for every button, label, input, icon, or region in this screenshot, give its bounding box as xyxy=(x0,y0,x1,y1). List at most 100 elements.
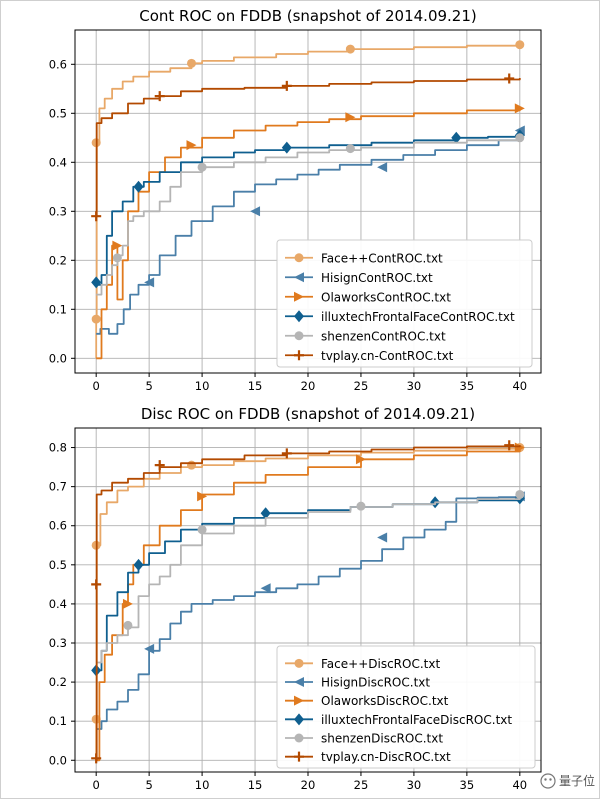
chart-2: Disc ROC on FDDB (snapshot of 2014.09.21… xyxy=(49,405,542,792)
data-point xyxy=(377,162,388,173)
legend-entry: Face++ContROC.txt xyxy=(285,251,443,265)
series-line xyxy=(96,130,521,335)
legend-entry: Face++DiscROC.txt xyxy=(285,657,440,671)
watermark: 量子位 xyxy=(540,773,595,789)
data-point xyxy=(91,314,101,324)
legend-entry: illuxtechFrontalFaceDiscROC.txt xyxy=(285,713,512,727)
legend-entry: HisignDiscROC.txt xyxy=(285,676,430,690)
legend-label: illuxtechFrontalFaceDiscROC.txt xyxy=(321,713,512,727)
data-point xyxy=(144,277,155,288)
data-point xyxy=(133,558,144,571)
data-point xyxy=(154,460,165,471)
chart-2-title: Disc ROC on FDDB (snapshot of 2014.09.21… xyxy=(141,405,475,423)
y-tick-label: 0.5 xyxy=(49,558,67,572)
x-tick-label: 20 xyxy=(301,778,316,792)
x-tick-label: 15 xyxy=(248,778,263,792)
legend-swatch-marker xyxy=(294,751,304,762)
data-point xyxy=(133,180,144,193)
y-tick-label: 0.0 xyxy=(49,753,67,767)
legend-entry: shenzenContROC.txt xyxy=(285,329,446,343)
chart-1: Cont ROC on FDDB (snapshot of 2014.09.21… xyxy=(49,7,542,393)
data-point xyxy=(356,501,366,511)
legend-swatch-marker xyxy=(294,695,304,706)
legend-label: HisignDiscROC.txt xyxy=(321,676,430,690)
legend-label: shenzenDiscROC.txt xyxy=(321,732,443,746)
x-tick-label: 0 xyxy=(93,379,100,393)
data-point xyxy=(123,620,133,630)
legend-box xyxy=(276,239,533,368)
data-point xyxy=(260,583,271,594)
data-point xyxy=(345,144,355,154)
series-OlaworksDiscROC.txt xyxy=(96,442,525,762)
watermark-text: 量子位 xyxy=(559,773,595,788)
data-point xyxy=(345,112,356,123)
data-point xyxy=(355,454,366,465)
y-tick-label: 0.1 xyxy=(49,302,67,316)
legend-swatch-marker xyxy=(294,733,304,743)
x-tick-label: 35 xyxy=(460,379,475,393)
data-point xyxy=(451,131,462,144)
data-point xyxy=(122,598,133,609)
legend-swatch-marker xyxy=(294,272,304,283)
x-tick-label: 15 xyxy=(248,379,263,393)
watermark-logo-eye-icon xyxy=(544,778,547,781)
series-line xyxy=(96,496,521,730)
y-tick-label: 0.6 xyxy=(49,57,67,71)
y-tick-label: 0.6 xyxy=(49,519,67,533)
legend-entry: tvplay.cn-DiscROC.txt xyxy=(285,750,451,764)
data-point xyxy=(281,448,292,459)
watermark-logo-eye-icon xyxy=(549,778,552,781)
legend-entry: illuxtechFrontalFaceContROC.txt xyxy=(285,310,515,324)
data-point xyxy=(504,73,515,84)
legend-label: OlaworksContROC.txt xyxy=(321,290,451,304)
chart-1-plot-area xyxy=(91,40,525,360)
x-tick-label: 0 xyxy=(93,778,100,792)
data-point xyxy=(197,491,208,502)
legend-swatch-marker xyxy=(294,677,304,687)
data-point xyxy=(515,489,525,499)
series-line xyxy=(96,135,521,286)
x-tick-label: 30 xyxy=(407,778,422,792)
legend-swatch-marker xyxy=(294,310,304,323)
series-shenzenDiscROC.txt xyxy=(96,489,525,664)
legend-label: Face++ContROC.txt xyxy=(321,251,443,265)
x-tick-label: 35 xyxy=(460,778,475,792)
legend-swatch-marker xyxy=(294,350,304,361)
legend-swatch-marker xyxy=(294,331,304,341)
y-tick-label: 0.3 xyxy=(49,204,67,218)
data-point xyxy=(187,460,196,470)
chart-1-title: Cont ROC on FDDB (snapshot of 2014.09.21… xyxy=(139,7,477,25)
legend-label: OlaworksDiscROC.txt xyxy=(321,694,449,708)
data-point xyxy=(91,276,102,289)
legend-entry: tvplay.cn-ContROC.txt xyxy=(285,349,454,363)
series-line xyxy=(95,445,521,762)
data-point xyxy=(515,40,525,50)
data-point xyxy=(377,532,388,543)
data-point xyxy=(515,133,525,143)
series-OlaworksContROC.txt xyxy=(96,103,525,360)
data-point xyxy=(345,44,355,54)
legend-swatch-marker xyxy=(294,658,304,668)
legend-entry: HisignContROC.txt xyxy=(285,271,433,285)
series-line xyxy=(96,494,521,664)
x-tick-label: 5 xyxy=(145,379,152,393)
legend-swatch-marker xyxy=(294,253,304,263)
data-point xyxy=(260,507,271,520)
legend-label: Face++DiscROC.txt xyxy=(321,657,440,671)
legend-swatch-marker xyxy=(294,713,304,726)
x-tick-label: 40 xyxy=(512,379,527,393)
y-tick-label: 0.2 xyxy=(49,675,67,689)
series-line xyxy=(96,447,521,762)
series-tvplay.cn-ContROC.txt xyxy=(91,73,521,222)
legend-label: HisignContROC.txt xyxy=(321,271,433,285)
data-point xyxy=(197,162,207,172)
legend-swatch-marker xyxy=(294,291,304,302)
data-point xyxy=(281,80,292,91)
y-tick-label: 0.2 xyxy=(49,253,67,267)
x-tick-label: 30 xyxy=(407,379,422,393)
chart-2-legend: Face++DiscROC.txt HisignDiscROC.txt Olawor… xyxy=(276,645,536,769)
legend-label: tvplay.cn-ContROC.txt xyxy=(321,349,454,363)
y-tick-label: 0.4 xyxy=(49,597,67,611)
data-point xyxy=(112,253,122,263)
